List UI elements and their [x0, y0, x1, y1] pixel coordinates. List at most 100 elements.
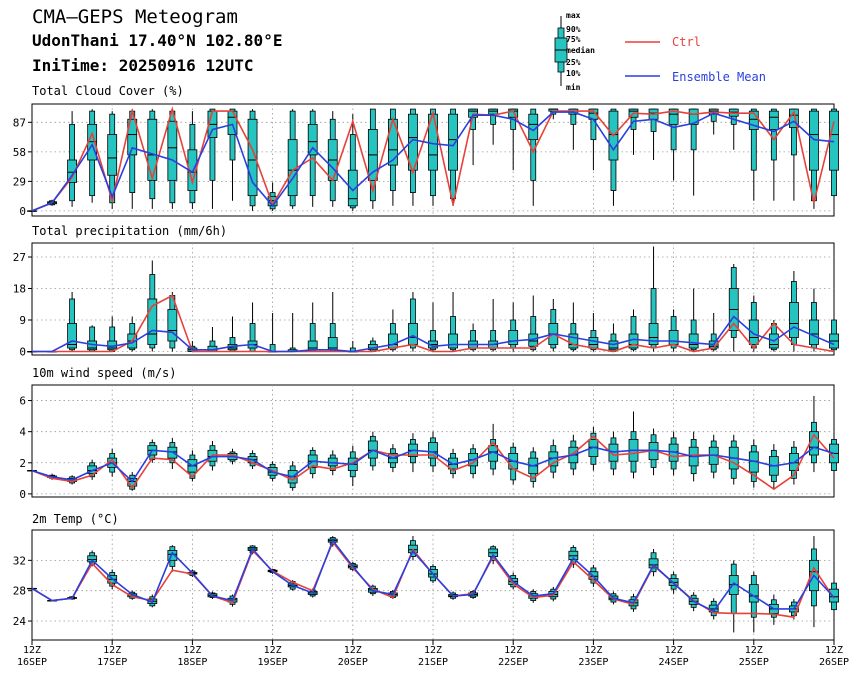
y-tick-label: 2 — [19, 457, 26, 470]
legend-box-label: 25% — [566, 58, 581, 67]
box-inner — [247, 118, 258, 197]
box-inner — [428, 442, 438, 459]
box-inner — [668, 330, 679, 345]
box-35 — [728, 108, 739, 150]
panel-2 — [27, 242, 839, 356]
box-outer — [630, 316, 637, 351]
box-inner — [307, 123, 318, 156]
box-40 — [829, 306, 839, 352]
box-12 — [267, 313, 278, 353]
box-40 — [829, 434, 839, 479]
box-outer — [209, 108, 216, 181]
mean-line — [31, 111, 835, 212]
box-inner — [67, 159, 77, 183]
box-4 — [107, 111, 118, 209]
box-17 — [367, 108, 378, 209]
box-13 — [287, 109, 298, 209]
panel-3 — [27, 384, 839, 498]
box-inner — [147, 118, 158, 181]
box-0 — [27, 210, 37, 212]
init-time: IniTime: 20250916 12UTC — [32, 56, 254, 75]
y-tick-label: 28 — [13, 585, 26, 598]
box-17 — [367, 337, 378, 352]
box-36 — [748, 571, 759, 633]
box-39 — [809, 288, 819, 352]
box-7 — [167, 109, 178, 209]
box-7 — [167, 292, 178, 352]
x-tick-hour: 12Z — [23, 645, 41, 656]
x-tick-date: 19SEP — [258, 657, 288, 668]
x-tick-date: 17SEP — [97, 657, 127, 668]
box-3 — [87, 109, 98, 203]
box-8 — [187, 111, 198, 209]
box-9 — [207, 108, 218, 209]
box-inner — [588, 337, 599, 349]
panel-title: Total Cloud Cover (%) — [32, 84, 184, 98]
box-inner — [448, 113, 458, 171]
box-22 — [468, 108, 479, 166]
legend-box-label: max — [566, 11, 581, 20]
box-30 — [628, 411, 639, 479]
box-39 — [809, 108, 819, 209]
x-tick-hour: 12Z — [825, 645, 843, 656]
x-tick-hour: 12Z — [264, 645, 282, 656]
box-33 — [688, 288, 699, 352]
box-outer — [530, 108, 537, 181]
box-inner — [488, 108, 499, 115]
box-38 — [789, 108, 799, 201]
box-inner — [408, 323, 418, 345]
box-outer — [490, 330, 497, 351]
box-inner — [387, 333, 398, 349]
box-inner — [568, 333, 579, 349]
mean-line — [32, 315, 835, 353]
box-inner — [829, 588, 839, 603]
box-inner — [508, 108, 519, 118]
y-tick-label: 32 — [13, 554, 26, 567]
ctrl-line — [31, 433, 835, 491]
y-tick-label: 9 — [19, 314, 26, 327]
box-32 — [668, 571, 679, 594]
box-26 — [548, 299, 559, 352]
box-3 — [87, 325, 98, 352]
box-16 — [347, 445, 358, 487]
box-37 — [768, 108, 779, 201]
box-25 — [528, 447, 539, 488]
legend-box-label: median — [566, 45, 595, 55]
x-tick-hour: 12Z — [103, 645, 121, 656]
box-inner — [227, 110, 238, 135]
x-tick-hour: 12Z — [424, 645, 442, 656]
box-19 — [408, 108, 418, 206]
box-10 — [227, 108, 238, 201]
box-28 — [588, 313, 599, 352]
legend-box-label: 90% — [566, 25, 581, 34]
box-inner — [448, 333, 458, 349]
mean-line — [31, 538, 835, 613]
y-tick-label: 87 — [13, 116, 26, 129]
x-tick-hour: 12Z — [745, 645, 763, 656]
box-outer — [750, 108, 757, 171]
y-tick-label: 4 — [19, 426, 26, 439]
box-inner — [688, 333, 699, 349]
mean-line — [31, 446, 835, 483]
box-19 — [408, 433, 418, 473]
box-inner — [107, 134, 118, 176]
box-inner — [67, 323, 77, 349]
box-9 — [207, 327, 218, 352]
ctrl-line — [32, 294, 835, 353]
ctrl-line — [31, 106, 835, 212]
x-tick-hour: 12Z — [665, 645, 683, 656]
legend-box-label: min — [566, 82, 581, 92]
box-13 — [287, 313, 298, 352]
box-14 — [307, 302, 318, 352]
box-27 — [568, 108, 579, 150]
legend-ctrl-label: Ctrl — [672, 35, 701, 49]
y-tick-label: 18 — [13, 283, 26, 296]
box-inner — [648, 323, 659, 345]
box-19 — [408, 292, 418, 352]
box-15 — [327, 292, 338, 352]
legend-mean-label: Ensemble Mean — [672, 70, 766, 84]
x-tick-date: 24SEP — [659, 657, 689, 668]
box-outer — [770, 108, 777, 161]
box-outer — [450, 316, 456, 351]
